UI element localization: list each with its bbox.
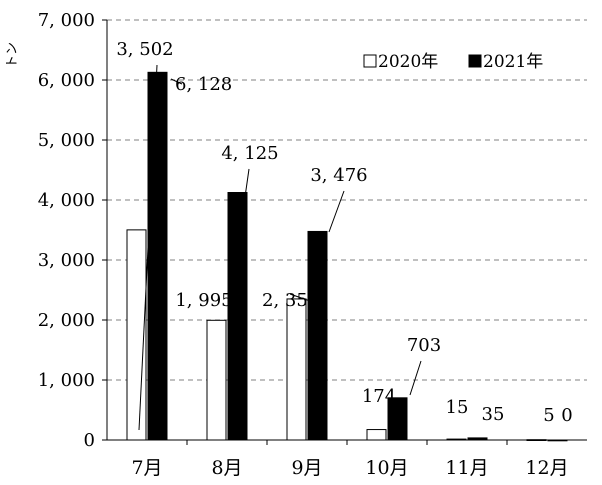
leader-line	[244, 168, 250, 198]
data-label-2021: 3, 476	[310, 165, 367, 186]
y-tick-label: 0	[84, 430, 95, 451]
data-label-2020: 3, 502	[116, 39, 173, 60]
y-tick-label: 3, 000	[38, 250, 95, 271]
x-tick-label: 7月	[131, 457, 162, 479]
y-tick-label: 2, 000	[38, 310, 95, 331]
x-tick-label: 10月	[365, 457, 408, 479]
leader-line	[289, 293, 311, 302]
y-tick-label: 6, 000	[38, 70, 95, 91]
bar-2020	[366, 429, 387, 441]
x-tick-label: 8月	[211, 457, 242, 479]
x-tick-label: 12月	[525, 457, 568, 479]
bar-2021	[547, 439, 568, 442]
data-label-2020: 5	[543, 405, 554, 426]
bar-2020	[286, 298, 307, 441]
data-label-2021: 35	[482, 404, 505, 425]
x-tick-label: 9月	[291, 457, 322, 479]
data-label-2021: 6, 128	[175, 74, 232, 95]
legend-swatch-2020	[363, 54, 377, 68]
legend: 2020年 2021年	[363, 52, 543, 72]
leader-line	[138, 64, 158, 431]
bar-2020	[206, 319, 227, 441]
leader-line	[170, 78, 183, 85]
data-label-2020: 174	[362, 386, 396, 407]
leader-line	[409, 360, 422, 396]
bar-2020	[446, 438, 467, 441]
leader-line	[328, 190, 345, 233]
legend-label-2020: 2020年	[378, 52, 438, 72]
y-tick-label: 1, 000	[38, 370, 95, 391]
data-label-2021: 4, 125	[221, 143, 278, 164]
x-tick-label: 11月	[445, 457, 488, 479]
bar-2021	[467, 437, 488, 441]
bars	[126, 71, 568, 442]
bar-2020	[126, 229, 147, 441]
y-tick-label: 4, 000	[38, 190, 95, 211]
data-label-2020: 15	[446, 397, 469, 418]
y-axis-unit-label: トン	[5, 42, 20, 68]
y-tick-label: 7, 000	[38, 10, 95, 31]
bar-2021	[227, 192, 248, 441]
data-label-2021: 0	[561, 405, 572, 426]
y-tick-label: 5, 000	[38, 130, 95, 151]
bar-2021	[387, 397, 408, 441]
legend-swatch-2021	[468, 54, 482, 68]
bar-2021	[307, 230, 328, 441]
axes: 0 1, 000 2, 000 3, 000 4, 000 5, 000 6, 000 7, …	[38, 10, 587, 479]
data-label-2020: 1, 995	[175, 290, 232, 311]
bar-2020	[526, 439, 547, 442]
data-label-2021: 703	[407, 335, 441, 356]
legend-label-2021: 2021年	[483, 52, 543, 72]
data-label-2020: 2, 351	[262, 290, 319, 311]
gridlines	[107, 19, 587, 381]
bar-2021	[147, 71, 168, 441]
